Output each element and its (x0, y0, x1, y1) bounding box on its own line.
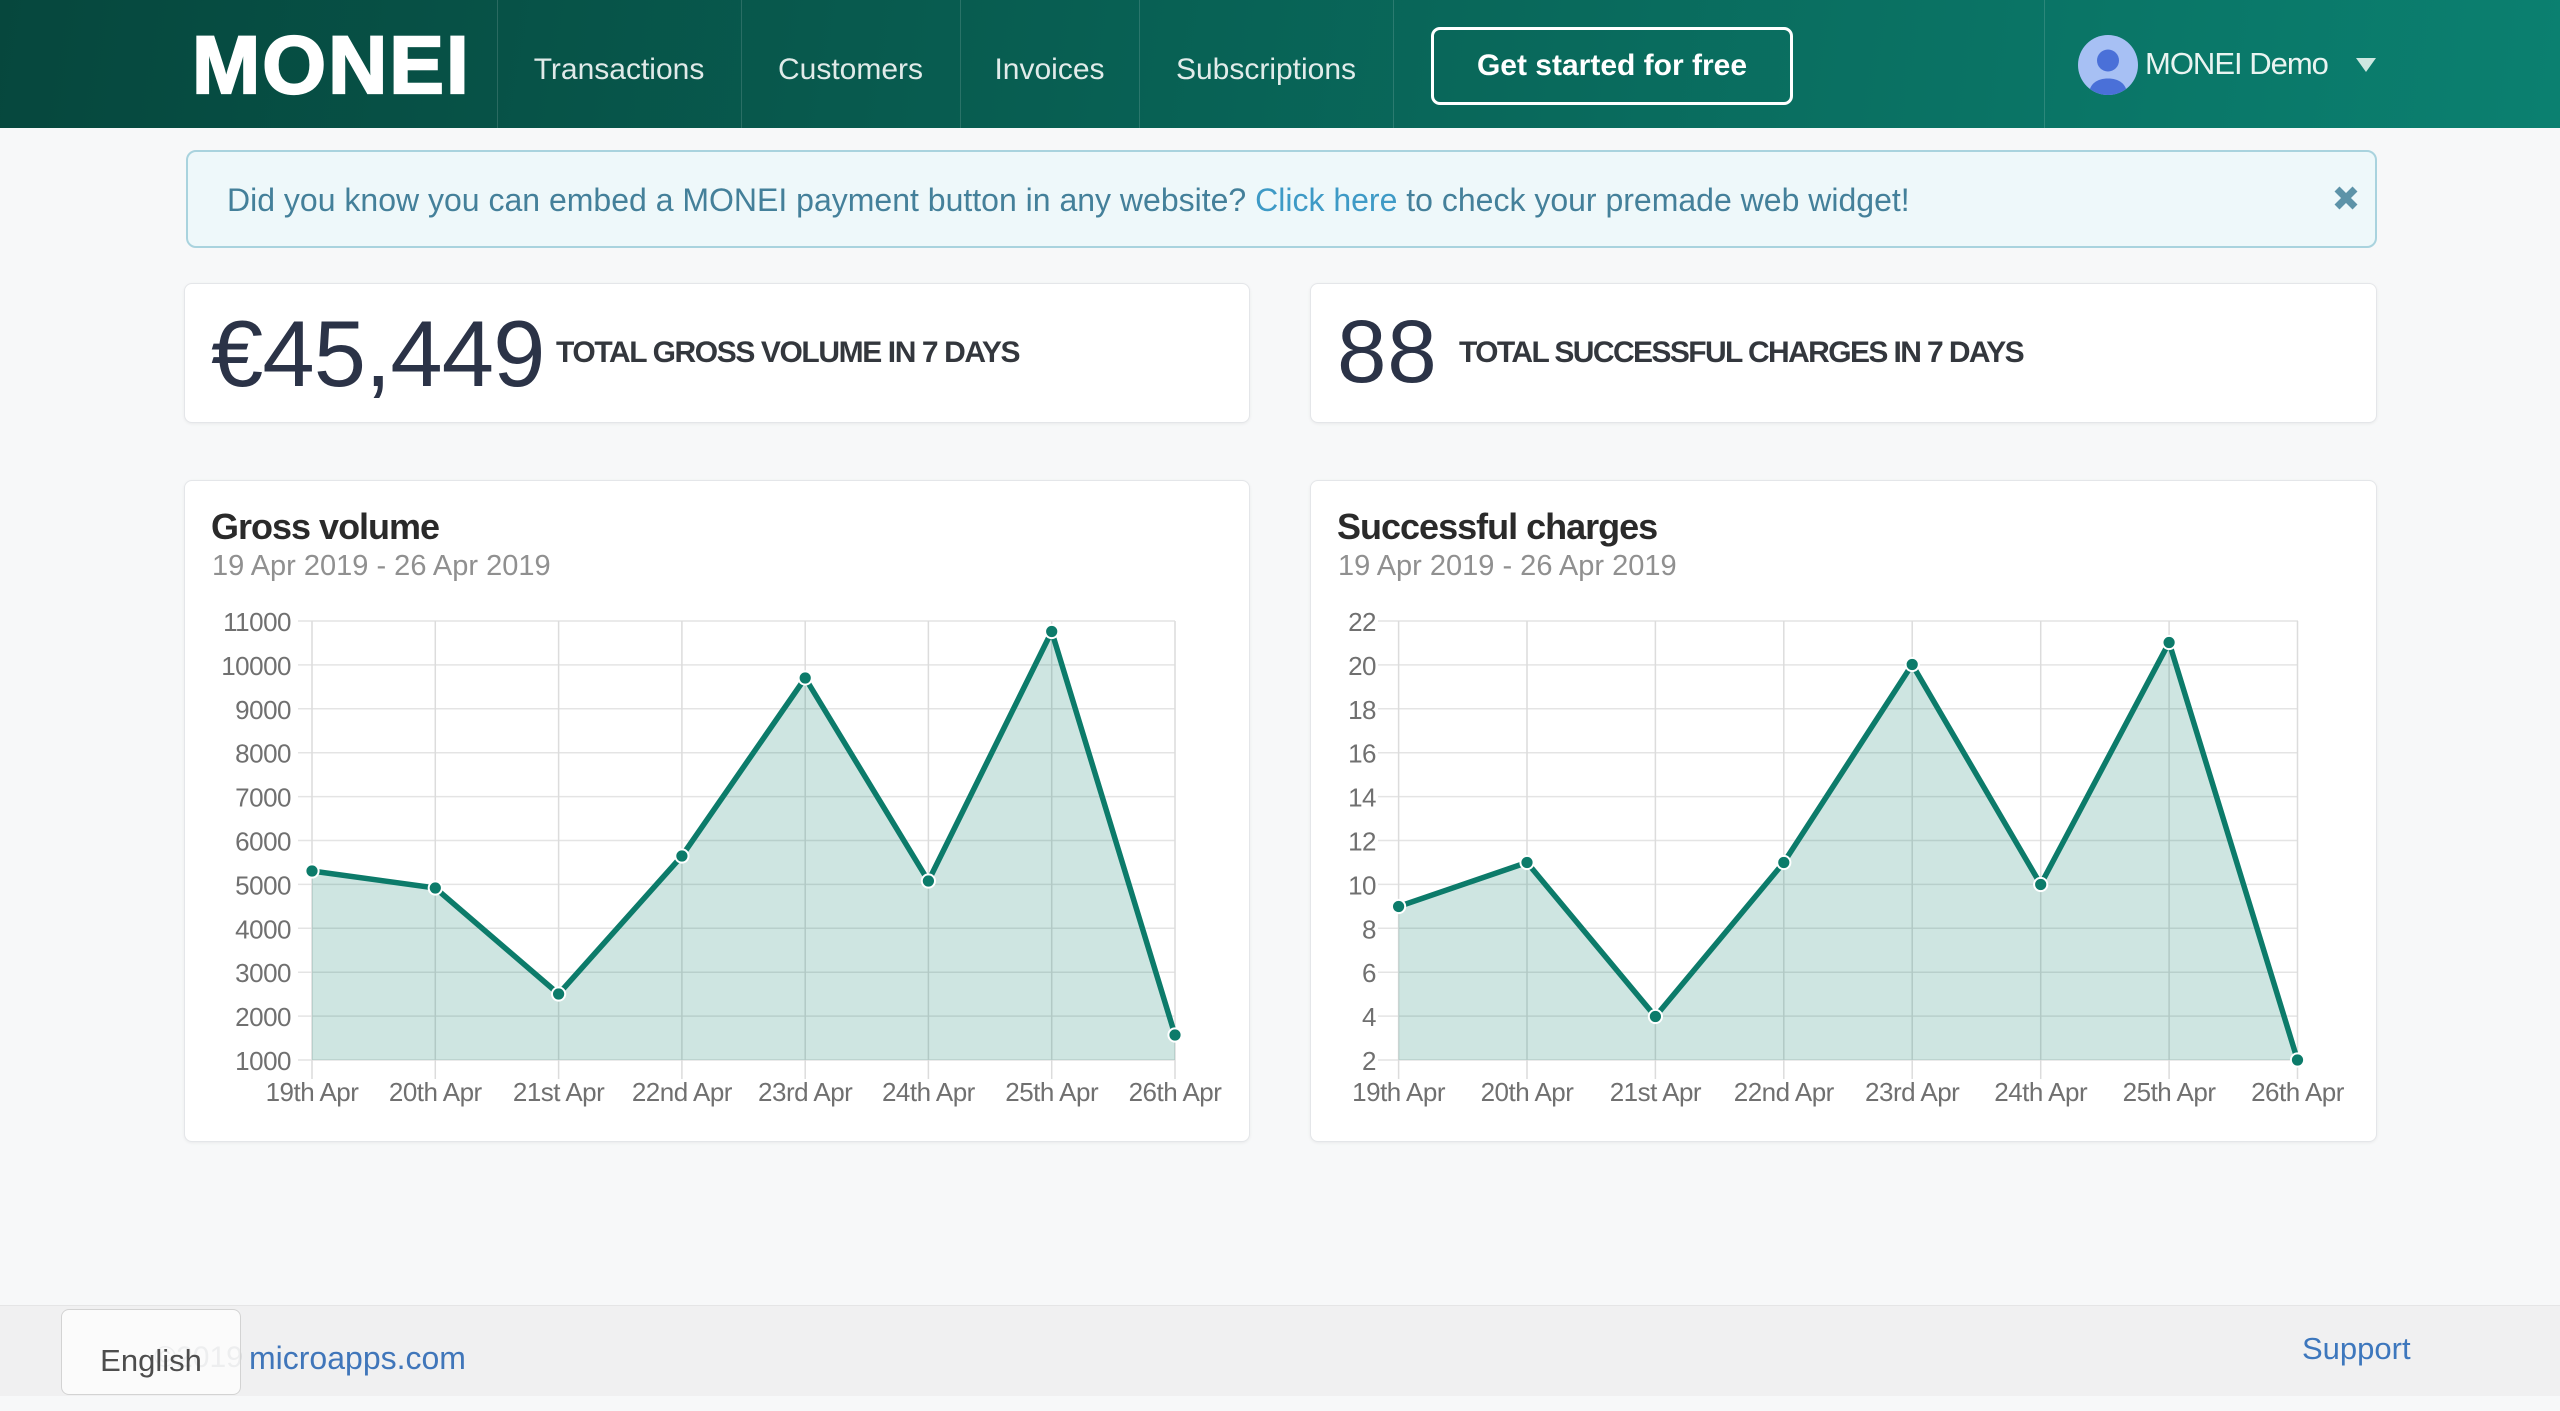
svg-text:12: 12 (1348, 827, 1376, 857)
svg-text:14: 14 (1348, 783, 1376, 813)
svg-text:20: 20 (1348, 651, 1376, 681)
svg-text:24th Apr: 24th Apr (1994, 1077, 2088, 1107)
svg-text:25th Apr: 25th Apr (2123, 1077, 2217, 1107)
svg-text:5000: 5000 (235, 870, 291, 900)
svg-text:19th Apr: 19th Apr (266, 1077, 360, 1107)
svg-text:8: 8 (1362, 914, 1376, 944)
svg-text:11000: 11000 (223, 607, 291, 637)
svg-text:1000: 1000 (235, 1046, 291, 1076)
svg-text:23rd Apr: 23rd Apr (758, 1077, 853, 1107)
svg-text:26th Apr: 26th Apr (2251, 1077, 2345, 1107)
svg-text:23rd Apr: 23rd Apr (1865, 1077, 1960, 1107)
svg-text:19th Apr: 19th Apr (1352, 1077, 1446, 1107)
svg-text:2000: 2000 (235, 1002, 291, 1032)
svg-text:2: 2 (1362, 1046, 1376, 1076)
svg-text:10: 10 (1348, 870, 1376, 900)
svg-text:4000: 4000 (235, 914, 291, 944)
svg-text:21st Apr: 21st Apr (1610, 1077, 1702, 1107)
svg-text:6000: 6000 (235, 827, 291, 857)
svg-text:25th Apr: 25th Apr (1005, 1077, 1099, 1107)
svg-text:22nd Apr: 22nd Apr (632, 1077, 733, 1107)
svg-text:24th Apr: 24th Apr (882, 1077, 976, 1107)
svg-text:9000: 9000 (235, 695, 291, 725)
svg-text:3000: 3000 (235, 958, 291, 988)
svg-text:20th Apr: 20th Apr (1481, 1077, 1575, 1107)
svg-text:4: 4 (1362, 1002, 1376, 1032)
svg-text:16: 16 (1348, 739, 1376, 769)
svg-text:8000: 8000 (235, 739, 291, 769)
svg-text:22: 22 (1348, 607, 1376, 637)
svg-text:6: 6 (1362, 958, 1376, 988)
svg-text:7000: 7000 (235, 783, 291, 813)
svg-text:20th Apr: 20th Apr (389, 1077, 483, 1107)
svg-text:18: 18 (1348, 695, 1376, 725)
svg-text:21st Apr: 21st Apr (513, 1077, 605, 1107)
svg-text:22nd Apr: 22nd Apr (1734, 1077, 1835, 1107)
svg-text:26th Apr: 26th Apr (1129, 1077, 1223, 1107)
svg-text:10000: 10000 (221, 651, 291, 681)
